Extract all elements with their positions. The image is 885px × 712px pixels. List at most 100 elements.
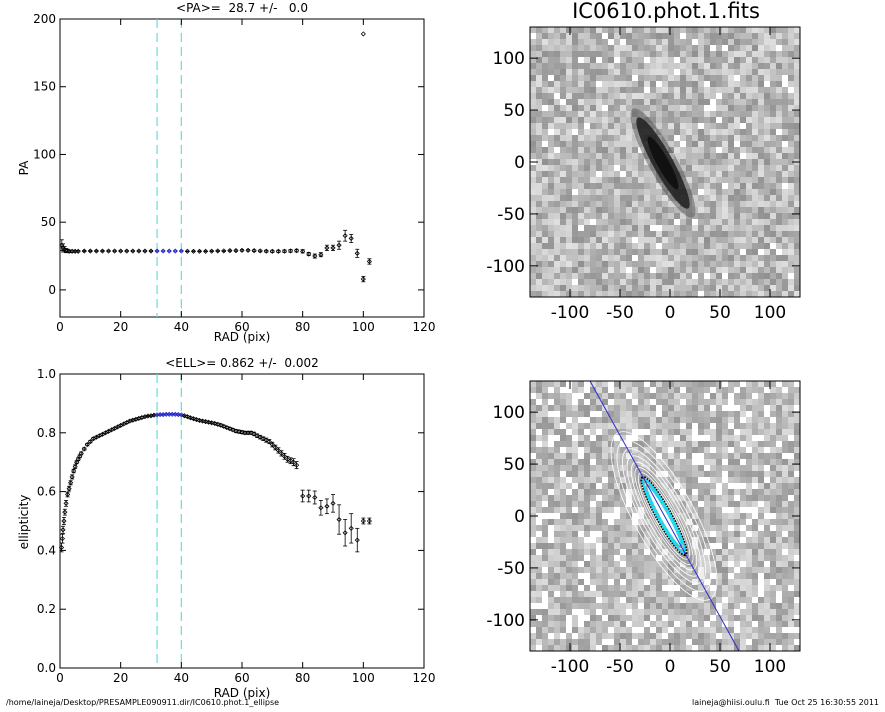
noise-pixel [554,507,560,513]
noise-pixel [620,63,626,69]
data-point [88,249,92,253]
noise-pixel [644,273,650,279]
noise-pixel [794,447,800,453]
noise-pixel [764,621,770,627]
noise-pixel [776,171,782,177]
noise-pixel [632,609,638,615]
ellipticity-range-lines [157,374,181,668]
noise-pixel [752,201,758,207]
data-point [66,492,70,497]
noise-pixel [566,471,572,477]
noise-pixel [698,483,704,489]
noise-pixel [782,549,788,555]
noise-pixel [572,411,578,417]
noise-pixel [560,141,566,147]
noise-pixel [692,495,698,501]
noise-pixel [698,213,704,219]
noise-pixel [638,549,644,555]
noise-pixel [716,537,722,543]
noise-pixel [650,639,656,645]
noise-pixel [686,57,692,63]
noise-pixel [710,243,716,249]
noise-pixel [668,435,674,441]
noise-pixel [692,483,698,489]
noise-pixel [680,627,686,633]
noise-pixel [644,555,650,561]
noise-pixel [686,99,692,105]
noise-pixel [644,261,650,267]
noise-pixel [644,105,650,111]
data-point [198,249,202,253]
noise-pixel [578,543,584,549]
noise-pixel [686,291,692,297]
noise-pixel [662,207,668,213]
noise-pixel [578,603,584,609]
noise-pixel [596,111,602,117]
noise-pixel [674,417,680,423]
noise-pixel [734,495,740,501]
noise-pixel [698,459,704,465]
noise-pixel [602,519,608,525]
noise-pixel [602,81,608,87]
noise-pixel [770,471,776,477]
noise-pixel [788,51,794,57]
noise-pixel [566,567,572,573]
noise-pixel [770,105,776,111]
noise-pixel [536,495,542,501]
noise-pixel [680,597,686,603]
noise-pixel [752,171,758,177]
noise-pixel [752,603,758,609]
noise-pixel [584,39,590,45]
noise-pixel [782,171,788,177]
noise-pixel [662,123,668,129]
noise-pixel [794,237,800,243]
noise-pixel [740,507,746,513]
noise-pixel [584,93,590,99]
noise-pixel [752,177,758,183]
noise-pixel [686,645,692,651]
noise-pixel [704,429,710,435]
noise-pixel [668,69,674,75]
noise-pixel [752,291,758,297]
noise-pixel [728,273,734,279]
noise-pixel [770,585,776,591]
noise-pixel [794,441,800,447]
noise-pixel [710,393,716,399]
noise-pixel [638,627,644,633]
noise-pixel [536,477,542,483]
noise-pixel [794,135,800,141]
noise-pixel [794,609,800,615]
noise-pixel [650,621,656,627]
noise-pixel [704,423,710,429]
noise-pixel [710,129,716,135]
noise-pixel [788,141,794,147]
noise-pixel [740,237,746,243]
noise-pixel [548,435,554,441]
noise-pixel [758,585,764,591]
noise-pixel [554,207,560,213]
noise-pixel [788,441,794,447]
data-point [331,245,335,250]
noise-pixel [788,195,794,201]
noise-pixel [566,213,572,219]
noise-pixel [704,195,710,201]
noise-pixel [644,45,650,51]
noise-pixel [674,39,680,45]
noise-pixel [722,459,728,465]
noise-pixel [668,615,674,621]
noise-pixel [740,387,746,393]
noise-pixel [686,231,692,237]
noise-pixel [770,69,776,75]
noise-pixel [776,399,782,405]
noise-pixel [626,633,632,639]
noise-pixel [632,213,638,219]
noise-pixel [632,393,638,399]
noise-pixel [734,219,740,225]
noise-pixel [734,567,740,573]
noise-pixel [746,81,752,87]
noise-pixel [632,255,638,261]
noise-pixel [716,135,722,141]
noise-pixel [740,525,746,531]
noise-pixel [788,183,794,189]
noise-pixel [680,405,686,411]
